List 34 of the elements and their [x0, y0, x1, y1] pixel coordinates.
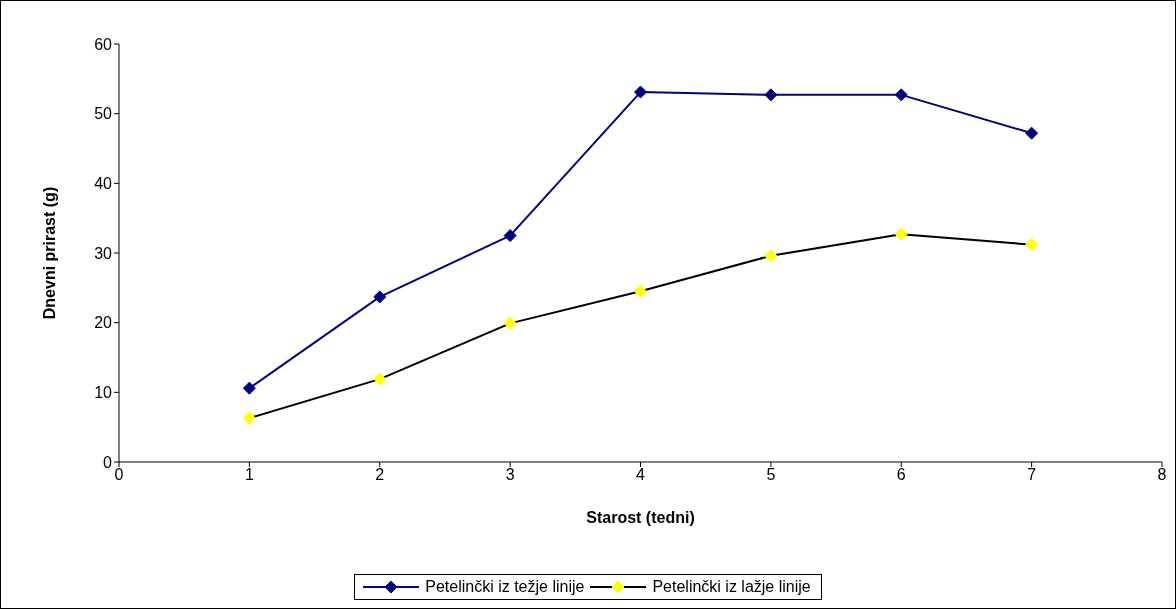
x-tick-label: 4 [636, 466, 646, 484]
x-tick-label: 8 [1157, 466, 1167, 484]
legend-label: Petelinčki iz lažje linije [652, 578, 811, 596]
point [242, 411, 256, 425]
y-tick-label: 40 [94, 175, 113, 193]
point [373, 290, 387, 304]
point [373, 372, 387, 386]
x-tick-label: 0 [114, 466, 124, 484]
point [894, 88, 908, 102]
point [1025, 126, 1039, 140]
point [1025, 238, 1039, 252]
point [894, 227, 908, 241]
legend-label: Petelinčki iz težje linije [425, 578, 585, 596]
point [764, 249, 778, 263]
y-tick-label: 20 [94, 314, 113, 332]
x-tick-label: 5 [766, 466, 776, 484]
point [634, 85, 647, 99]
x-tick-label: 2 [375, 466, 385, 484]
x-tick-label: 7 [1027, 466, 1037, 484]
point [503, 316, 517, 330]
y-tick-label: 30 [94, 244, 113, 262]
point [764, 88, 778, 102]
y-tick-label: 60 [94, 35, 113, 53]
point [634, 284, 647, 298]
y-tick-label: 10 [94, 384, 113, 402]
point [503, 229, 517, 243]
y-axis-title: Dnevni prirast (g) [40, 186, 58, 320]
x-tick-label: 1 [244, 466, 254, 484]
x-tick-label: 6 [896, 466, 906, 484]
x-axis-title: Starost (tedni) [586, 509, 695, 527]
x-tick-label: 3 [505, 466, 515, 484]
point [242, 381, 256, 395]
y-tick-label: 0 [103, 453, 113, 471]
y-tick-label: 50 [94, 105, 113, 123]
